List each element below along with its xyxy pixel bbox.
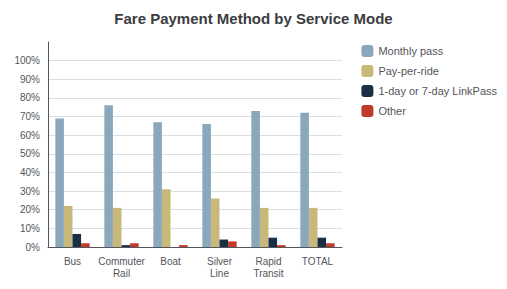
svg-text:Other: Other: [378, 105, 406, 117]
svg-text:90%: 90%: [20, 74, 40, 85]
svg-text:Silver: Silver: [207, 256, 233, 267]
svg-text:60%: 60%: [20, 130, 40, 141]
svg-text:TOTAL: TOTAL: [302, 256, 334, 267]
svg-text:0%: 0%: [26, 242, 41, 253]
svg-text:Pay-per-ride: Pay-per-ride: [378, 65, 439, 77]
svg-text:Rail: Rail: [113, 268, 130, 279]
svg-text:Transit: Transit: [253, 268, 283, 279]
svg-text:40%: 40%: [20, 167, 40, 178]
svg-text:1-day or 7-day LinkPass: 1-day or 7-day LinkPass: [378, 85, 497, 97]
svg-text:Monthly pass: Monthly pass: [378, 45, 443, 57]
svg-text:Commuter: Commuter: [98, 256, 145, 267]
svg-text:30%: 30%: [20, 186, 40, 197]
svg-text:70%: 70%: [20, 111, 40, 122]
svg-text:Fare Payment Method by Service: Fare Payment Method by Service Mode: [114, 10, 392, 27]
svg-text:10%: 10%: [20, 223, 40, 234]
svg-text:Line: Line: [210, 268, 229, 279]
svg-text:Rapid: Rapid: [255, 256, 281, 267]
svg-text:Bus: Bus: [64, 256, 81, 267]
svg-text:Boat: Boat: [160, 256, 181, 267]
svg-text:100%: 100%: [14, 55, 40, 66]
svg-text:50%: 50%: [20, 148, 40, 159]
svg-text:20%: 20%: [20, 204, 40, 215]
svg-text:80%: 80%: [20, 92, 40, 103]
